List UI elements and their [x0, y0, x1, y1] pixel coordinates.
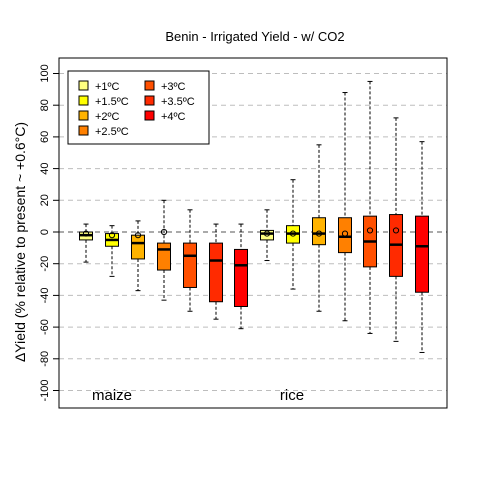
mean-marker	[263, 230, 271, 237]
legend-label: +4ºC	[161, 111, 186, 123]
mean-marker	[392, 227, 400, 234]
y-tick-label: -60	[39, 319, 51, 335]
legend-swatch	[144, 95, 155, 106]
legend-label: +3.5ºC	[161, 96, 195, 108]
box-body	[157, 242, 171, 271]
chart-title: Benin - Irrigated Yield - w/ CO2	[165, 29, 344, 44]
box-maize-3	[131, 220, 145, 292]
box-maize-2	[105, 225, 119, 277]
box-rice-2	[286, 179, 300, 290]
y-tick-label: 20	[39, 194, 51, 206]
box-body	[338, 217, 352, 254]
y-axis-label: ΔYield (% relative to present ~ +0.6°C)	[12, 122, 28, 362]
box-body	[209, 242, 223, 303]
legend-label: +3ºC	[161, 81, 186, 93]
legend-label: +2ºC	[95, 111, 120, 123]
box-rice-3	[312, 144, 326, 312]
box-maize-7	[234, 223, 248, 330]
legend-label: +1.5ºC	[95, 96, 129, 108]
plot-frame	[58, 57, 448, 409]
box-rice-6	[389, 117, 403, 342]
y-tick-label: -80	[39, 351, 51, 367]
legend: +1ºC +1.5ºC +2ºC +2.5ºC +3ºC +3.5ºC +4ºC	[67, 70, 210, 145]
legend-box	[67, 70, 210, 145]
box-rice-5	[363, 80, 377, 334]
mean-marker	[160, 228, 168, 236]
group-label-rice: rice	[280, 387, 304, 404]
group-label-maize: maize	[92, 387, 132, 404]
box-maize-4	[157, 199, 171, 301]
legend-swatch	[144, 80, 155, 91]
y-tick-label: -40	[39, 287, 51, 303]
mean-marker	[315, 230, 323, 237]
y-tick-label: 80	[39, 99, 51, 111]
box-body	[131, 234, 145, 260]
mean-marker	[366, 227, 374, 234]
box-rice-1	[260, 209, 274, 262]
mean-marker	[134, 232, 142, 239]
box-maize-5	[183, 209, 197, 312]
box-body	[260, 229, 274, 241]
box-body	[183, 242, 197, 288]
box-body	[415, 215, 429, 293]
legend-swatch	[78, 80, 89, 91]
box-body	[234, 248, 248, 307]
box-rice-4	[338, 92, 352, 322]
y-tick-label: 100	[39, 64, 51, 82]
legend-label: +2.5ºC	[95, 126, 129, 138]
box-rice-7	[415, 141, 429, 353]
mean-marker	[289, 230, 297, 237]
mean-marker	[82, 230, 90, 237]
y-tick-label: 0	[39, 229, 51, 235]
plot-area: maize rice -100 -80 -60 -40 -20 0 20 40 60 80 100	[39, 57, 448, 409]
y-tick-label: 40	[39, 162, 51, 174]
box-maize-1	[79, 223, 93, 263]
legend-swatch	[78, 95, 89, 106]
mean-marker	[108, 232, 116, 239]
y-tick-label: -100	[39, 379, 51, 401]
box-maize-6	[209, 223, 223, 320]
mean-marker	[341, 230, 349, 237]
y-tick-label: -20	[39, 256, 51, 272]
legend-swatch	[78, 110, 89, 121]
legend-swatch	[78, 125, 89, 136]
y-tick-label: 60	[39, 131, 51, 143]
legend-swatch	[144, 110, 155, 121]
legend-label: +1ºC	[95, 81, 120, 93]
